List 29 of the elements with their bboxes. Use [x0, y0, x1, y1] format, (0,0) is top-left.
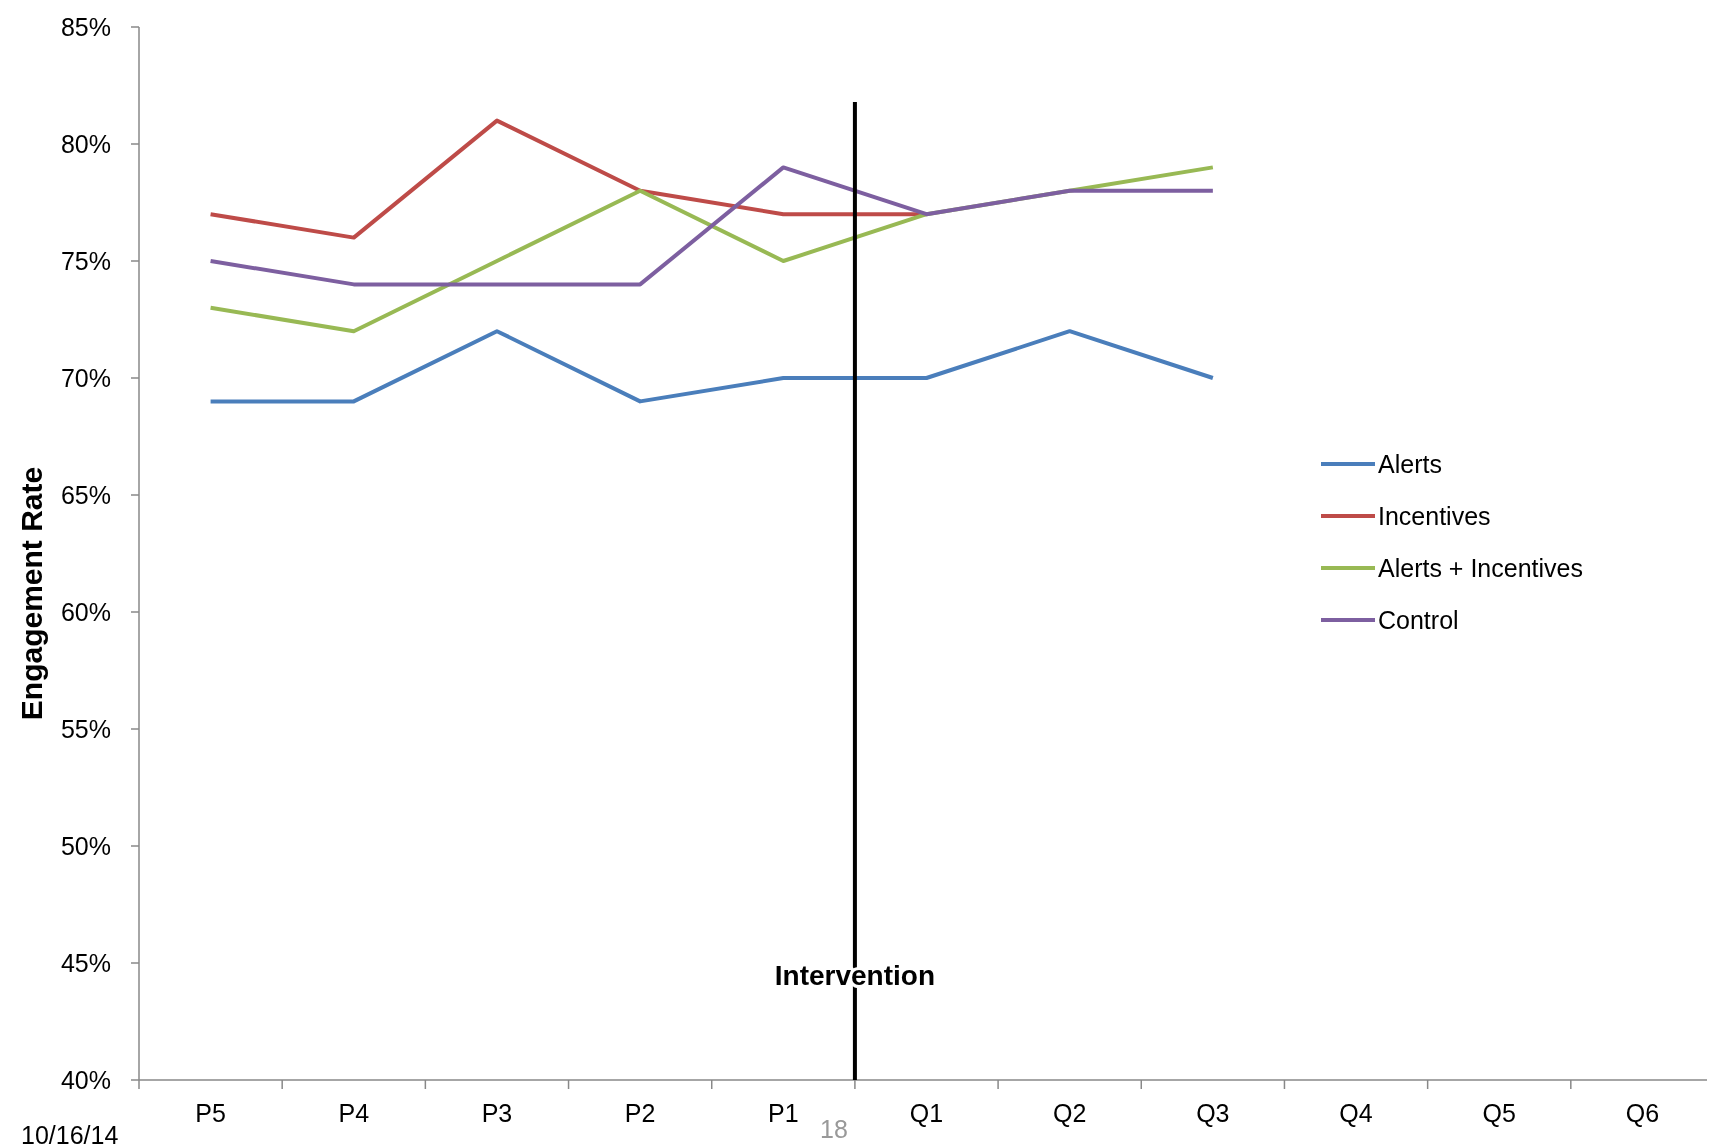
x-tick-label: Q3	[1196, 1099, 1230, 1127]
x-tick-label: P1	[768, 1099, 799, 1127]
legend-label: Alerts + Incentives	[1378, 553, 1583, 582]
y-tick-label: 85%	[60, 12, 111, 41]
text: 10/16/14	[21, 1121, 119, 1144]
x-tick-label: P5	[195, 1099, 226, 1127]
x-tick-label: Q5	[1482, 1099, 1516, 1127]
x-tick-label: P3	[481, 1099, 513, 1127]
line-series	[208, 165, 1215, 287]
legend-label: Incentives	[1378, 501, 1491, 530]
y-tick-label: 70%	[60, 363, 111, 392]
y-tick-label: 50%	[60, 831, 111, 860]
y-axis-title: Engagement Rate	[15, 466, 48, 721]
x-tick-label: Q2	[1053, 1099, 1087, 1127]
text: 18	[820, 1115, 848, 1143]
y-tick-label: 40%	[60, 1065, 111, 1094]
y-tick-label: 75%	[60, 246, 111, 275]
x-tick-label: Q1	[909, 1099, 944, 1127]
y-tick-label: 45%	[60, 948, 111, 977]
x-tick-label: Q4	[1339, 1099, 1373, 1127]
legend-label: Control	[1378, 605, 1459, 634]
legend-label: Alerts	[1378, 449, 1442, 478]
x-tick-label: P4	[338, 1099, 370, 1127]
y-tick-label: 65%	[60, 480, 111, 509]
x-tick-label: Q6	[1625, 1099, 1660, 1127]
x-tick-label: P2	[624, 1099, 656, 1127]
y-tick-label: 55%	[60, 714, 111, 743]
y-tick-label: 60%	[60, 597, 111, 626]
y-tick-label: 80%	[60, 129, 111, 158]
